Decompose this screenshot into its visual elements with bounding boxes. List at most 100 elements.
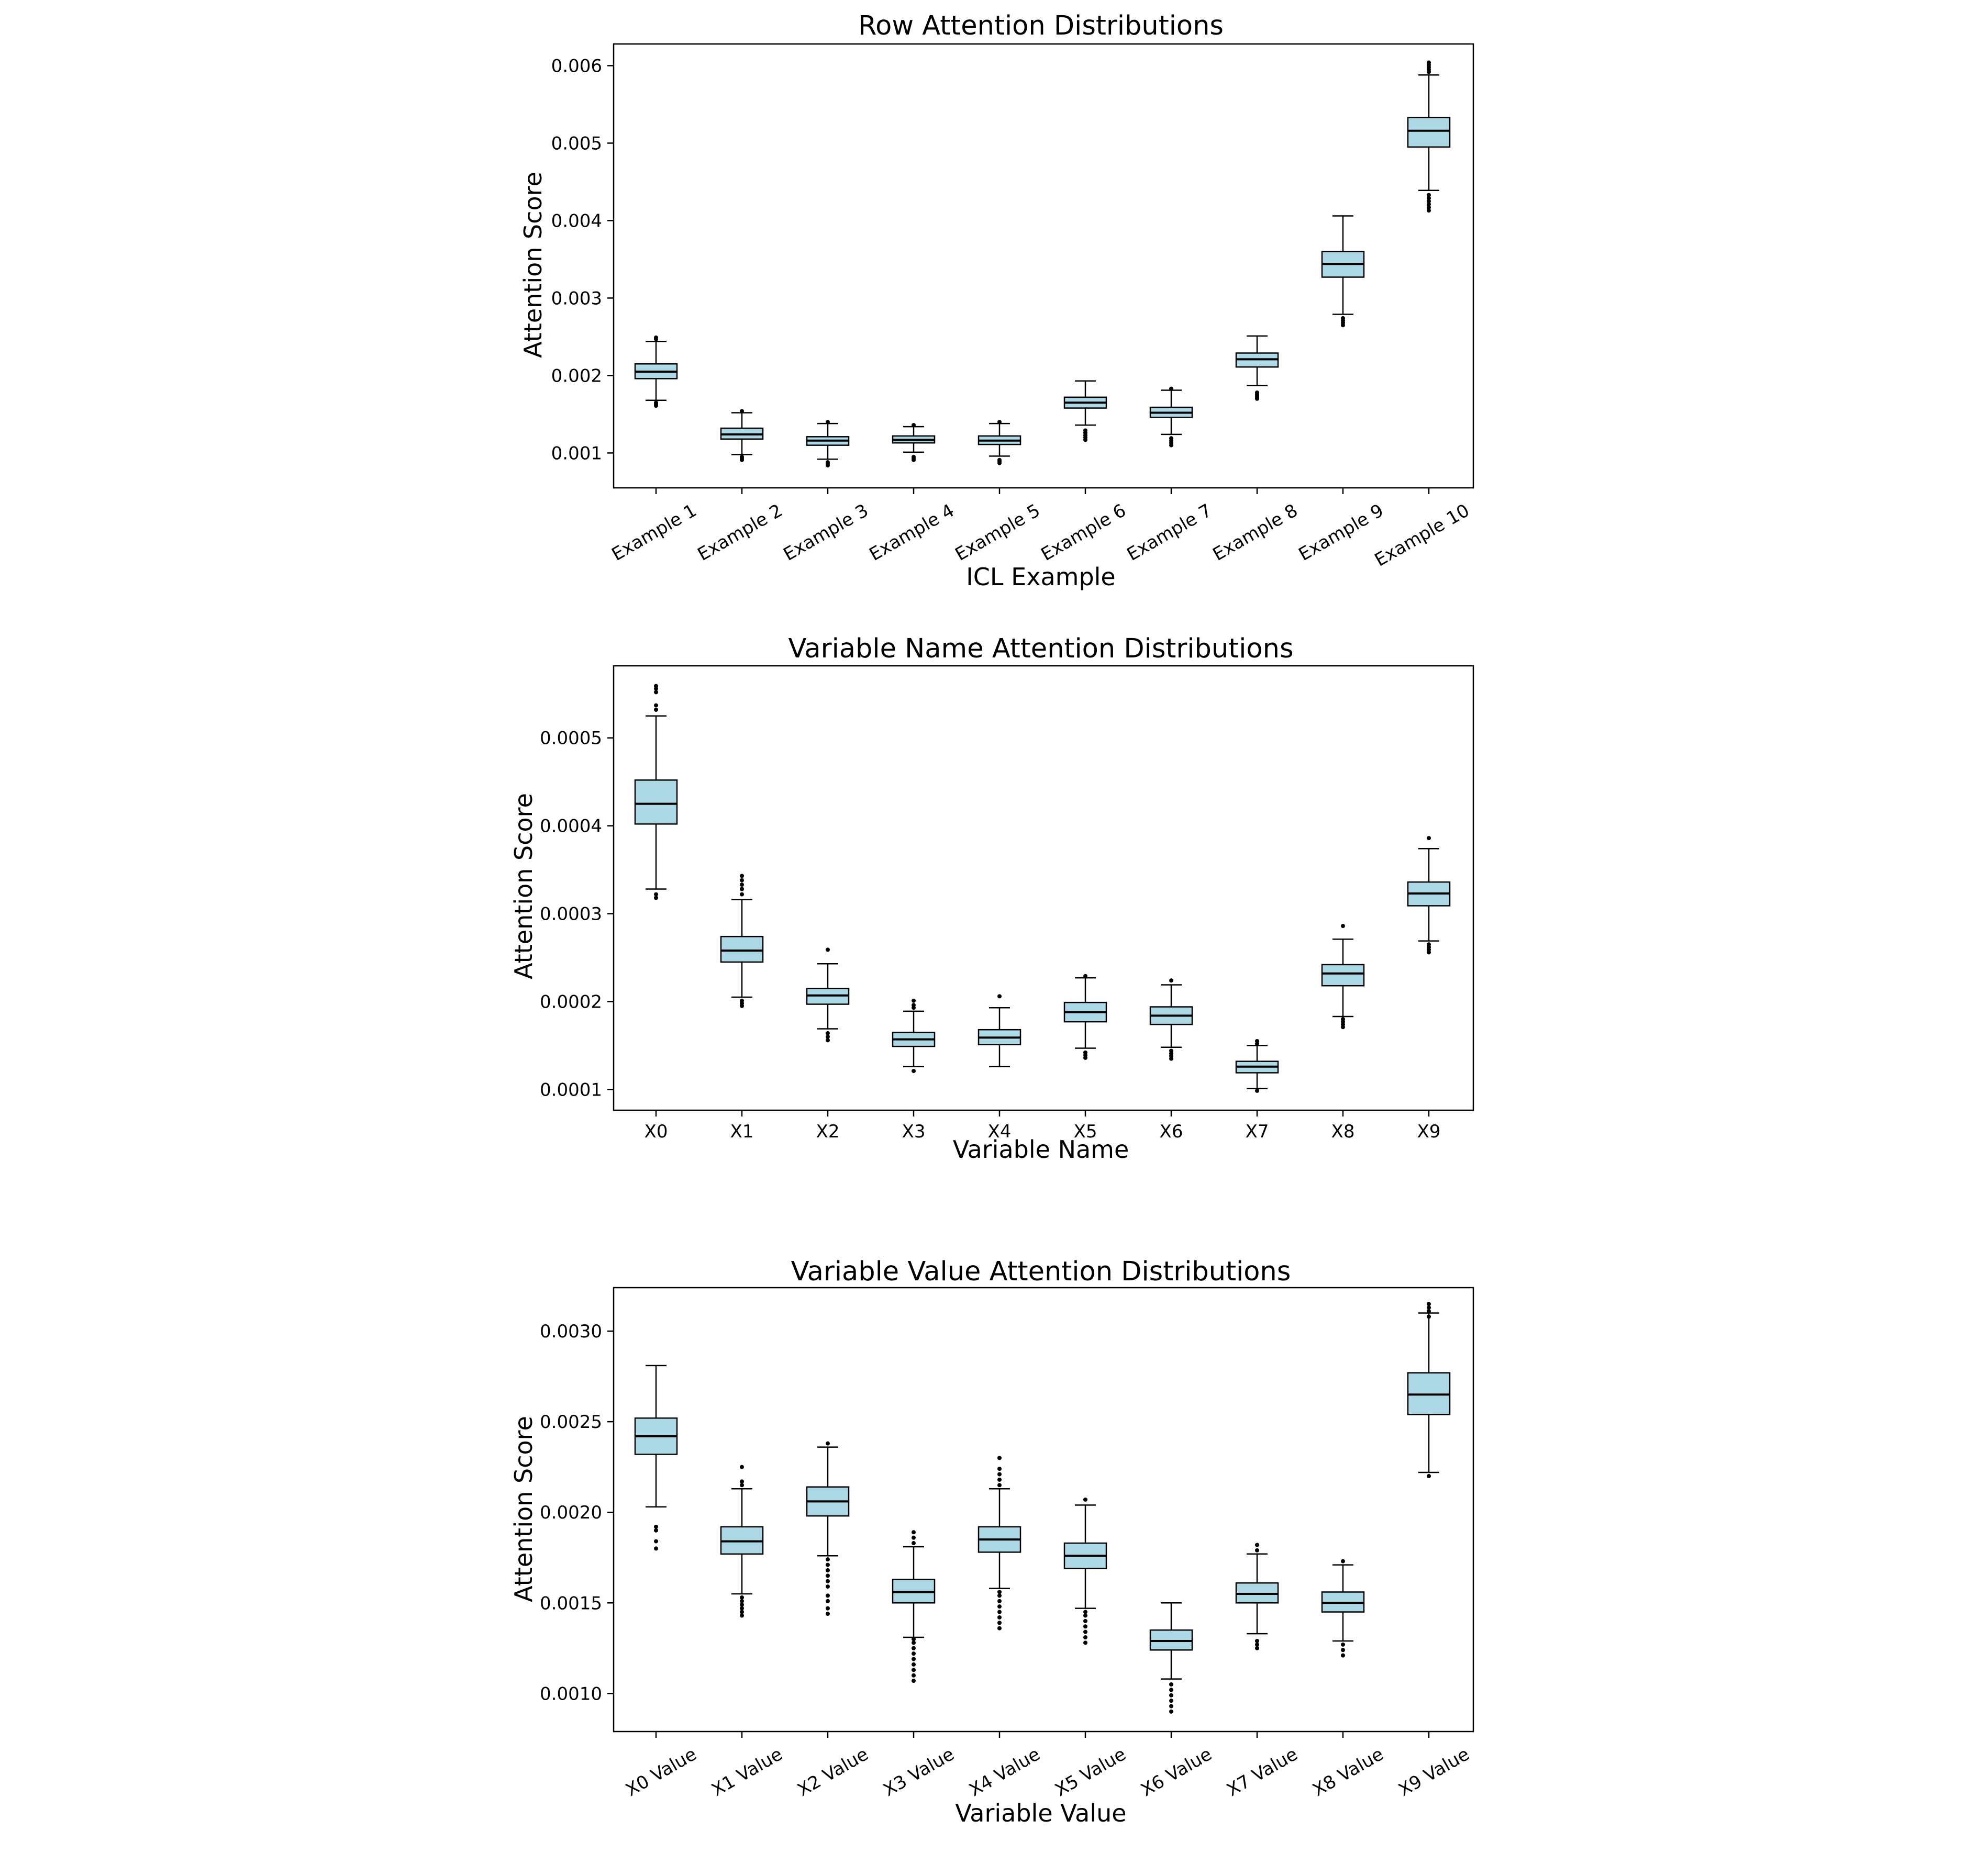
outlier-point: [654, 690, 658, 695]
outlier-point: [997, 1467, 1002, 1471]
outlier-point: [1083, 1497, 1087, 1502]
outlier-point: [1427, 60, 1431, 65]
outlier-point: [1255, 1642, 1259, 1647]
y-tick-label: 0.004: [551, 210, 602, 231]
box-2: [720, 1465, 764, 1618]
outlier-point: [1083, 1629, 1087, 1634]
outlier-point: [1169, 1693, 1173, 1698]
box-4: [892, 998, 936, 1074]
outlier-point: [826, 1562, 830, 1567]
outlier-point: [912, 1662, 916, 1667]
y-tick-label: 0.0002: [540, 991, 602, 1012]
outlier-point: [912, 1673, 916, 1678]
outlier-point: [1255, 1638, 1259, 1643]
outlier-point: [1255, 1548, 1259, 1553]
chart-title: Row Attention Distributions: [858, 10, 1224, 41]
outlier-point: [1341, 1017, 1345, 1022]
x-tick-label: X8: [1331, 1121, 1355, 1142]
box-5: [978, 420, 1021, 465]
iqr-box: [1321, 964, 1365, 987]
outlier-point: [740, 1595, 744, 1600]
plot-frame: [613, 43, 1474, 489]
outlier-point: [1083, 1618, 1087, 1623]
outlier-point: [826, 1441, 830, 1446]
outlier-point: [740, 1599, 744, 1603]
x-tick-label: X2: [816, 1121, 840, 1142]
outlier-point: [826, 1593, 830, 1598]
outlier-point: [826, 1599, 830, 1603]
outlier-point: [1169, 1682, 1173, 1687]
outlier-point: [1255, 1088, 1259, 1093]
outlier-point: [912, 1646, 916, 1650]
plot-frame: [613, 665, 1474, 1111]
outlier-point: [826, 420, 830, 425]
variable-name-panel: Variable Name Attention Distributions Va…: [509, 633, 1474, 1164]
y-tick-label: 0.0020: [540, 1502, 602, 1523]
box-8: [1235, 1543, 1279, 1650]
outlier-point: [1341, 316, 1345, 320]
box-2: [720, 874, 764, 1008]
box-9: [1321, 1559, 1365, 1658]
outlier-point: [826, 1038, 830, 1043]
box-3: [806, 1441, 850, 1616]
y-tick-label: 0.0015: [540, 1593, 602, 1614]
y-tick-label: 0.001: [551, 443, 602, 464]
box-5: [978, 994, 1021, 1067]
outlier-point: [1427, 202, 1431, 207]
outlier-point: [1083, 1635, 1087, 1640]
outlier-point: [912, 1668, 916, 1672]
outlier-point: [826, 1557, 830, 1562]
y-axis-label: Attention Score: [519, 172, 547, 358]
box-1: [634, 1365, 678, 1551]
outlier-point: [740, 1465, 744, 1469]
outlier-point: [740, 998, 744, 1003]
outlier-point: [912, 1657, 916, 1661]
outlier-point: [654, 400, 658, 405]
x-tick-label: X6: [1160, 1121, 1183, 1142]
outlier-point: [1255, 1543, 1259, 1547]
x-tick-label: X9: [1417, 1121, 1441, 1142]
box-10: [1407, 1302, 1451, 1478]
chart-title: Variable Name Attention Distributions: [788, 633, 1293, 664]
outlier-point: [654, 1524, 658, 1529]
box-6: [1063, 380, 1107, 442]
outlier-point: [1341, 924, 1345, 929]
outlier-point: [654, 707, 658, 712]
chart-title: Variable Value Attention Distributions: [791, 1256, 1291, 1287]
outlier-point: [740, 892, 744, 897]
box-3: [806, 420, 850, 468]
y-tick-label: 0.0025: [540, 1412, 602, 1433]
outlier-point: [997, 1477, 1002, 1482]
outlier-point: [1083, 428, 1087, 433]
outlier-point: [912, 1640, 916, 1645]
outlier-point: [997, 1593, 1002, 1598]
outlier-point: [1427, 208, 1431, 213]
outlier-point: [654, 892, 658, 897]
box-7: [1149, 386, 1193, 448]
outlier-point: [912, 1535, 916, 1540]
outlier-point: [1341, 1653, 1345, 1658]
outlier-point: [912, 1530, 916, 1535]
x-tick-label: X3: [902, 1121, 926, 1142]
outlier-point: [1427, 199, 1431, 204]
outlier-point: [997, 1456, 1002, 1460]
box-5: [978, 1456, 1021, 1631]
outlier-point: [1427, 196, 1431, 200]
box-6: [1063, 974, 1107, 1060]
plot-frame: [613, 1287, 1474, 1733]
y-tick-label: 0.003: [551, 288, 602, 309]
y-tick-label: 0.0003: [540, 904, 602, 925]
box-9: [1321, 924, 1365, 1030]
box-7: [1149, 978, 1193, 1061]
outlier-point: [1427, 942, 1431, 947]
outlier-point: [1083, 1050, 1087, 1055]
outlier-point: [1169, 1699, 1173, 1703]
box-1: [634, 684, 678, 900]
box-2: [720, 409, 764, 462]
outlier-point: [1427, 1305, 1431, 1310]
outlier-point: [654, 896, 658, 900]
outlier-point: [1427, 1473, 1431, 1478]
outlier-point: [997, 1604, 1002, 1609]
outlier-point: [1427, 193, 1431, 197]
